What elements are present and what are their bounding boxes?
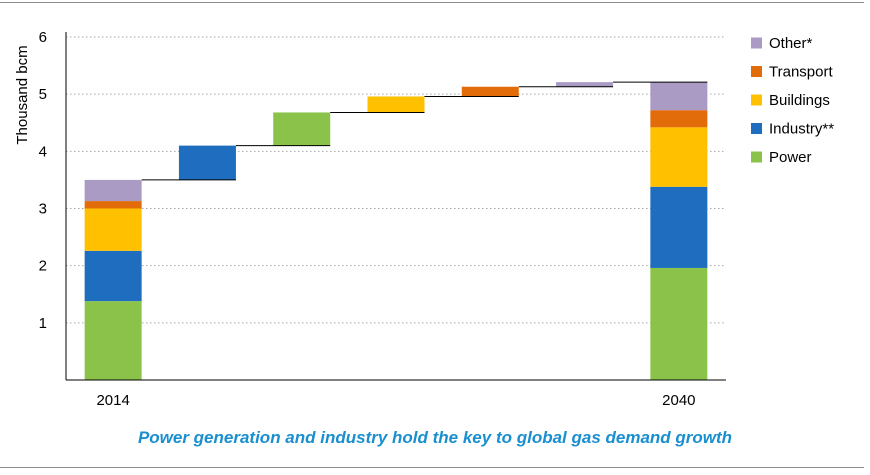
x-tick-label-2014: 2014	[96, 392, 129, 409]
axes: 1 2 3 4 5 6 2014 2040	[39, 29, 726, 409]
bar-2040-buildings-segment	[650, 127, 708, 187]
legend-label-transport: Transport	[769, 64, 833, 81]
legend-label-power: Power	[769, 149, 812, 166]
legend-swatch-transport	[751, 66, 762, 77]
y-tick-label-1: 1	[39, 315, 47, 332]
bar-2014-transport-segment	[84, 201, 142, 209]
bar-2014-buildings-segment	[84, 208, 142, 251]
increment-bar-power	[273, 112, 331, 146]
legend-label-industry: Industry**	[769, 121, 834, 138]
increment-bar-buildings	[367, 96, 425, 113]
chart-caption: Power generation and industry hold the k…	[137, 428, 733, 447]
legend: Other* Transport Buildings Industry** Power	[751, 35, 834, 166]
y-tick-label-4: 4	[39, 143, 47, 160]
increment-bar-industry	[178, 145, 236, 180]
connector-lines	[141, 81, 708, 181]
bar-2014-power-segment	[84, 301, 142, 380]
top-rule	[0, 2, 864, 3]
y-tick-label-2: 2	[39, 258, 47, 275]
bottom-rule	[0, 467, 864, 468]
bar-2040-other-segment	[650, 82, 708, 111]
legend-swatch-power	[751, 151, 762, 163]
y-tick-label-5: 5	[39, 86, 47, 103]
increment-bar-transport	[461, 86, 519, 97]
x-tick-label-2040: 2040	[662, 392, 695, 409]
waterfall-chart: 1 2 3 4 5 6 2014 2040 Other* Transport Buildings I…	[14, 29, 834, 409]
legend-label-buildings: Buildings	[769, 92, 830, 109]
y-axis-title: Thousand bcm	[14, 45, 31, 144]
bars	[84, 82, 708, 380]
legend-label-other: Other*	[769, 35, 813, 52]
increment-bar-other	[556, 82, 614, 87]
legend-swatch-buildings	[751, 94, 762, 106]
y-tick-label-3: 3	[39, 201, 47, 218]
bar-2040-industry-segment	[650, 186, 708, 268]
bar-2014-industry-segment	[84, 250, 142, 302]
y-tick-label-6: 6	[39, 29, 47, 46]
bar-2040-power-segment	[650, 267, 708, 380]
legend-swatch-industry	[751, 123, 762, 134]
bar-2014-other-segment	[84, 179, 142, 202]
bar-2040-transport-segment	[650, 110, 708, 128]
legend-swatch-other	[751, 37, 762, 49]
